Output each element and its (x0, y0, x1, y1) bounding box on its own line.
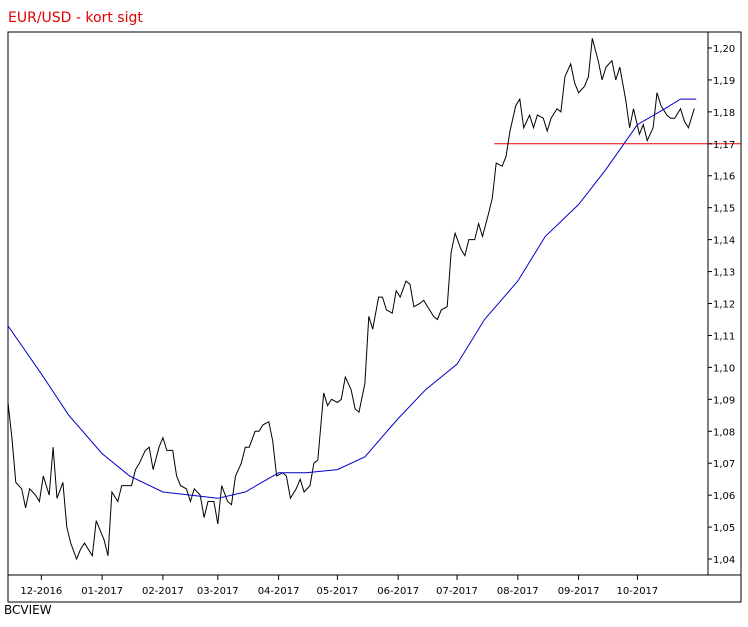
y-tick-label: 1,04 (713, 555, 735, 566)
x-tick-label: 12-2016 (20, 586, 62, 597)
y-tick-label: 1,20 (713, 44, 735, 55)
y-tick-label: 1,12 (713, 300, 735, 311)
y-tick-label: 1,14 (713, 236, 735, 247)
x-tick-label: 10-2017 (617, 586, 659, 597)
x-tick-label: 09-2017 (558, 586, 600, 597)
y-tick-label: 1,06 (713, 491, 735, 502)
y-tick-label: 1,13 (713, 268, 735, 279)
y-tick-label: 1,08 (713, 427, 735, 438)
chart-title: EUR/USD - kort sigt (8, 10, 143, 26)
y-tick-label: 1,16 (713, 172, 735, 183)
y-tick-label: 1,18 (713, 108, 735, 119)
x-tick-label: 05-2017 (317, 586, 359, 597)
x-tick-label: 06-2017 (377, 586, 419, 597)
x-tick-label: 01-2017 (81, 586, 123, 597)
source-credit: BCVIEW (4, 603, 52, 617)
y-tick-label: 1,11 (713, 331, 735, 342)
x-tick-label: 04-2017 (258, 586, 300, 597)
x-tick-label: 02-2017 (142, 586, 184, 597)
y-tick-label: 1,09 (713, 395, 735, 406)
x-tick-label: 03-2017 (197, 586, 239, 597)
y-tick-label: 1,17 (713, 140, 735, 151)
moving-average-line (7, 98, 697, 499)
y-tick-label: 1,15 (713, 204, 735, 215)
x-tick-label: 08-2017 (497, 586, 539, 597)
x-tick-label: 07-2017 (436, 586, 478, 597)
y-tick-label: 1,10 (713, 363, 735, 374)
x-axis-box (7, 574, 742, 603)
y-tick-label: 1,07 (713, 459, 735, 470)
y-tick-label: 1,05 (713, 523, 735, 534)
y-tick-label: 1,19 (713, 76, 735, 87)
price-line (7, 38, 695, 561)
